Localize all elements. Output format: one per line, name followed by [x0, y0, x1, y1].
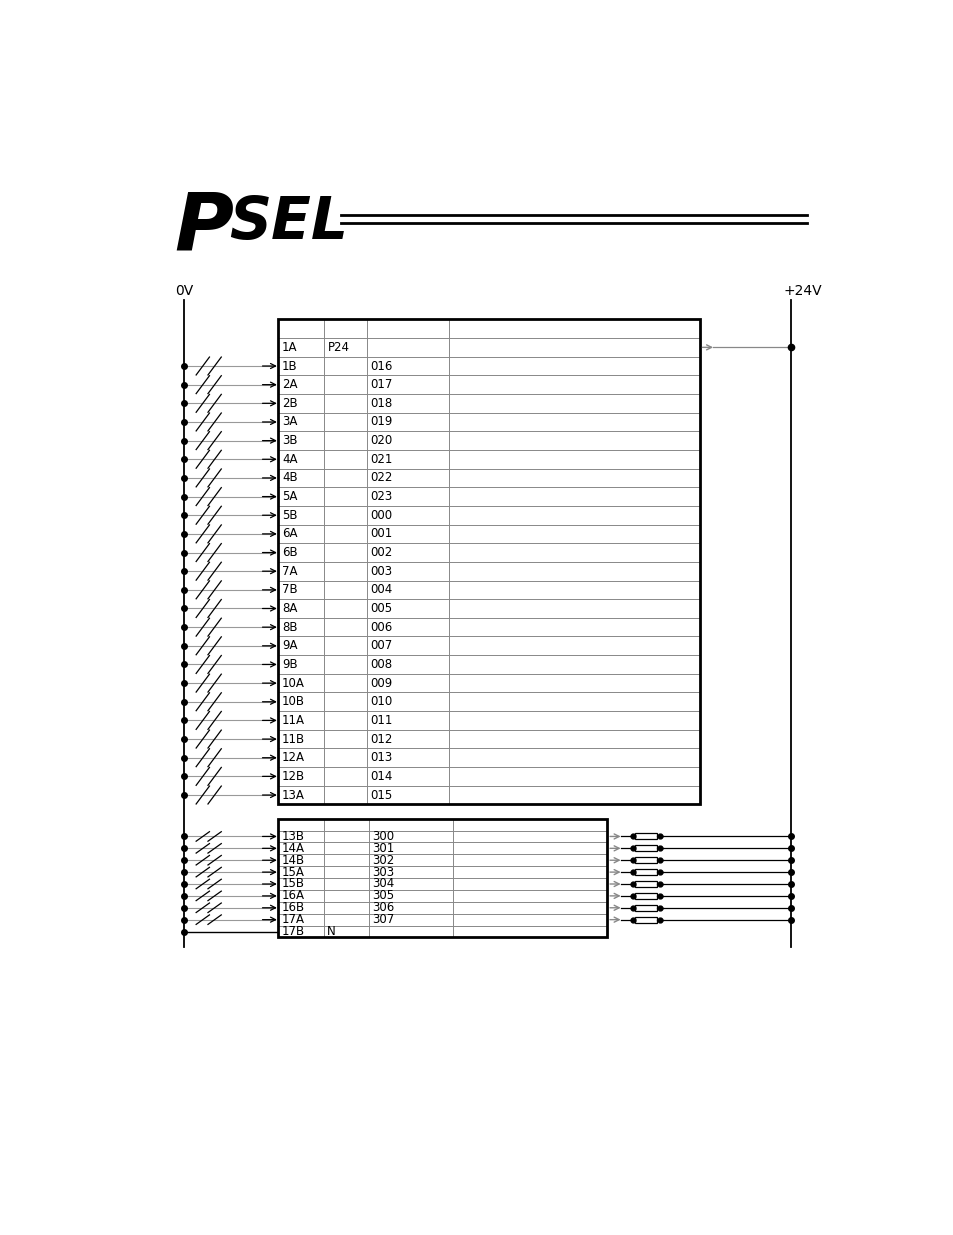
Bar — [635, 857, 657, 863]
Text: 6B: 6B — [282, 546, 297, 559]
Text: 010: 010 — [370, 695, 393, 708]
Text: 015: 015 — [370, 788, 393, 802]
Text: 017: 017 — [370, 378, 393, 391]
Text: 12B: 12B — [282, 769, 305, 783]
Text: 8B: 8B — [282, 621, 297, 634]
Text: P: P — [174, 188, 233, 266]
Text: 9B: 9B — [282, 658, 297, 671]
Bar — [635, 846, 657, 851]
Text: 006: 006 — [370, 621, 393, 634]
Text: 14A: 14A — [282, 842, 305, 855]
Bar — [635, 834, 657, 840]
Text: 301: 301 — [372, 842, 395, 855]
Text: 002: 002 — [370, 546, 393, 559]
Text: 13B: 13B — [282, 830, 305, 844]
Text: 5B: 5B — [282, 509, 297, 521]
Text: 003: 003 — [370, 564, 392, 578]
Text: 013: 013 — [370, 751, 393, 764]
Text: 14B: 14B — [282, 853, 305, 867]
Text: 13A: 13A — [282, 788, 304, 802]
Text: 17B: 17B — [282, 925, 305, 939]
Text: P24: P24 — [327, 341, 349, 354]
Text: 17A: 17A — [282, 913, 305, 926]
Text: 6A: 6A — [282, 527, 297, 541]
Text: 022: 022 — [370, 472, 393, 484]
Text: 016: 016 — [370, 359, 393, 373]
Text: 007: 007 — [370, 640, 393, 652]
Text: 005: 005 — [370, 601, 392, 615]
Text: 305: 305 — [372, 889, 395, 903]
Text: 11B: 11B — [282, 732, 305, 746]
Text: 023: 023 — [370, 490, 393, 503]
Text: 5A: 5A — [282, 490, 297, 503]
Text: 008: 008 — [370, 658, 392, 671]
Text: 009: 009 — [370, 677, 393, 689]
Text: 7B: 7B — [282, 583, 297, 597]
Text: 011: 011 — [370, 714, 393, 727]
Text: 0V: 0V — [175, 284, 193, 299]
Text: 12A: 12A — [282, 751, 305, 764]
Text: 8A: 8A — [282, 601, 297, 615]
Text: 15B: 15B — [282, 878, 305, 890]
Text: 307: 307 — [372, 913, 395, 926]
Text: 004: 004 — [370, 583, 393, 597]
Text: 11A: 11A — [282, 714, 305, 727]
Bar — [635, 905, 657, 910]
Text: 4B: 4B — [282, 472, 297, 484]
Text: 3B: 3B — [282, 435, 297, 447]
Bar — [635, 916, 657, 923]
Text: 10A: 10A — [282, 677, 304, 689]
Text: 306: 306 — [372, 902, 395, 914]
Text: 012: 012 — [370, 732, 393, 746]
Text: 2A: 2A — [282, 378, 297, 391]
Bar — [635, 869, 657, 876]
Text: 2B: 2B — [282, 396, 297, 410]
Text: 1A: 1A — [282, 341, 297, 354]
Text: N: N — [327, 925, 335, 939]
Text: 4A: 4A — [282, 453, 297, 466]
Text: 014: 014 — [370, 769, 393, 783]
Text: SEL: SEL — [229, 194, 348, 251]
Text: 302: 302 — [372, 853, 395, 867]
Text: 303: 303 — [372, 866, 395, 878]
Text: 001: 001 — [370, 527, 393, 541]
Text: 15A: 15A — [282, 866, 304, 878]
Text: 16A: 16A — [282, 889, 305, 903]
Text: 1B: 1B — [282, 359, 297, 373]
Text: 000: 000 — [370, 509, 392, 521]
Text: 3A: 3A — [282, 415, 297, 429]
Text: 304: 304 — [372, 878, 395, 890]
Text: 021: 021 — [370, 453, 393, 466]
Text: +24V: +24V — [782, 284, 821, 299]
Text: 7A: 7A — [282, 564, 297, 578]
Text: 018: 018 — [370, 396, 393, 410]
Text: 10B: 10B — [282, 695, 305, 708]
Bar — [635, 893, 657, 899]
Text: 020: 020 — [370, 435, 393, 447]
Text: 16B: 16B — [282, 902, 305, 914]
Text: 9A: 9A — [282, 640, 297, 652]
Bar — [635, 881, 657, 887]
Text: 019: 019 — [370, 415, 393, 429]
Text: 300: 300 — [372, 830, 395, 844]
